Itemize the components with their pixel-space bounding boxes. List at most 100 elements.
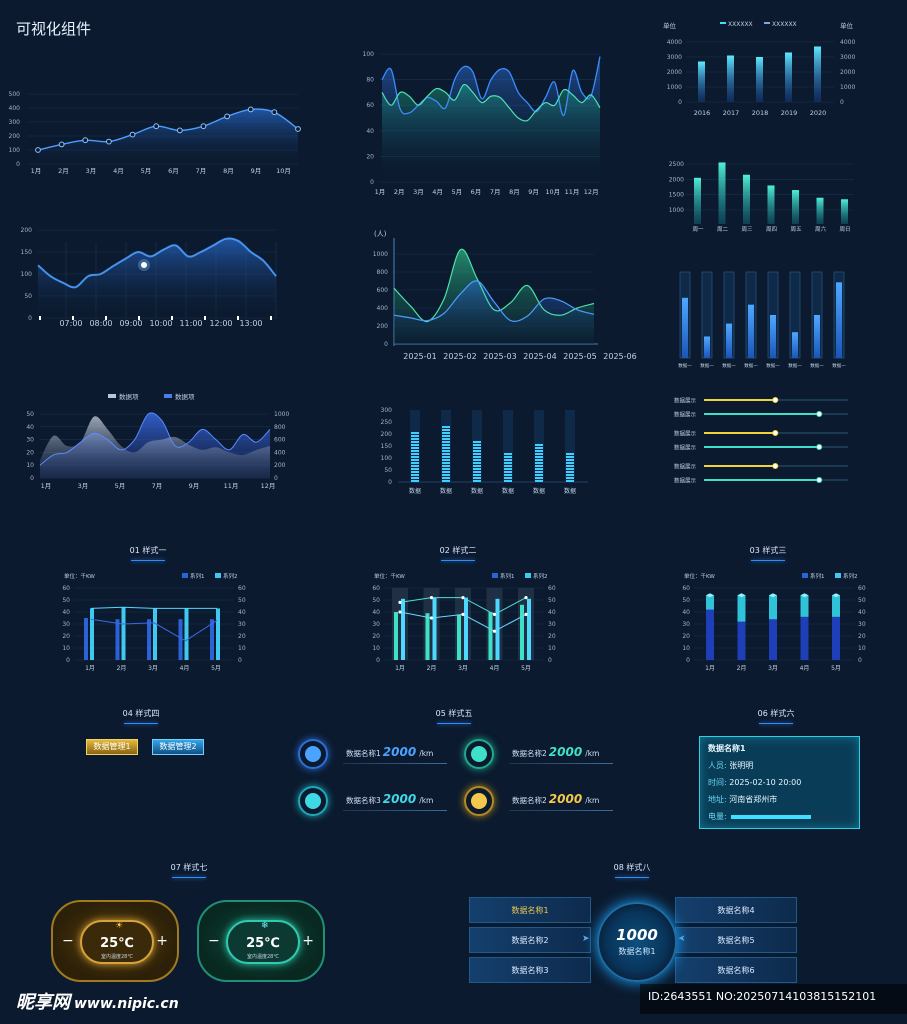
tube-fill (726, 323, 732, 358)
x-tick (39, 316, 41, 320)
tube-fill (770, 315, 776, 358)
bar-segment (473, 441, 481, 443)
chart-line-months: 500 400 300 200 100 0 1月 2月 3月 4月 5月 6月 7月 8月 9月 10月 (9, 91, 301, 175)
bar-series2 (184, 608, 189, 660)
x-tick-label: 周六 (815, 225, 827, 233)
plus-button[interactable]: + (302, 933, 314, 949)
x-tick-label: 4月 (113, 167, 124, 175)
database-icon (464, 739, 494, 769)
bar-segment (442, 441, 450, 443)
data-point (176, 127, 183, 134)
y-tick-label: 30 (548, 621, 556, 628)
x-tick-label: 09:00 (119, 319, 142, 328)
watermark-logo: 昵享网 www.nipic.cn (16, 992, 179, 1013)
bar-series1 (84, 618, 88, 660)
bar-segment (566, 480, 574, 482)
data-point (35, 147, 41, 153)
tube-fill (792, 332, 798, 358)
x-tick-label: 数据 (440, 487, 452, 495)
x-tick-label: 3月 (413, 188, 424, 196)
hub-tab-right-1[interactable]: 数据名称4 (675, 897, 797, 923)
y-tick-label: 30 (26, 437, 34, 444)
hub-tab-right-3[interactable]: 数据名称6 (675, 957, 797, 983)
section-title-6: 06 样式六 (716, 708, 836, 724)
y-tick-label: 1000 (669, 207, 684, 214)
x-tick-label: 4月 (432, 188, 443, 196)
x-tick-label: 周日 (839, 226, 850, 233)
minus-button[interactable]: − (208, 933, 220, 949)
y-tick-label: 800 (377, 269, 389, 276)
y-tick-label: 20 (238, 633, 246, 640)
data-point (524, 596, 528, 600)
bar-segment (504, 456, 512, 458)
bar-segment (535, 450, 543, 452)
y-tick-label: 400 (9, 105, 21, 112)
bar-segment (411, 432, 419, 434)
data-point (58, 141, 65, 148)
bar (841, 199, 848, 224)
data-item-4: 数据名称2 2000/km (509, 792, 613, 811)
legend-label: 系列2 (223, 572, 238, 580)
bar-track (565, 410, 575, 482)
x-tick-label: 5月 (451, 188, 462, 196)
arrow-left-icon: ➤ (678, 934, 686, 944)
bar-series1 (520, 604, 524, 660)
hub-tab-right-2[interactable]: 数据名称5 (675, 927, 797, 953)
bar-segment (473, 447, 481, 449)
y-tick-label: 0 (858, 657, 862, 664)
plus-button[interactable]: + (156, 933, 168, 949)
bar-series1 (178, 619, 183, 660)
x-tick-label: 2025-01 (403, 352, 436, 361)
data-point (153, 123, 160, 130)
bar-segment (566, 453, 574, 455)
popup-title: 数据名称1 (708, 744, 746, 753)
y-tick-label: 600 (274, 437, 286, 444)
x-tick-label: 数据 (471, 487, 483, 495)
x-tick-label: 8月 (223, 167, 234, 175)
hub-tab-left-3[interactable]: 数据名称3 (469, 957, 591, 983)
style2-chart: 单位：千KW 系列1 系列2605040302010060504030201001月… (372, 572, 556, 672)
section-title-4: 04 样式四 (81, 708, 201, 724)
data-point (82, 137, 89, 144)
y-tick-label: 0 (678, 99, 682, 106)
bar (718, 162, 726, 224)
bar-segment (411, 444, 419, 446)
minus-button[interactable]: − (62, 933, 74, 949)
legend-label: 系列2 (843, 572, 858, 580)
y-tick-label: 20 (62, 633, 70, 640)
x-tick-label: 12月 (261, 482, 276, 490)
data-manage-button-2[interactable]: 数据管理2 (152, 739, 204, 755)
y-tick-label: 50 (372, 597, 380, 604)
bar (785, 52, 792, 102)
y-tick-label: 10 (372, 645, 380, 652)
x-tick-label: 3月 (78, 482, 89, 490)
hub-tab-left-1[interactable]: 数据名称1 (469, 897, 591, 923)
slider-label: 数据展示 (674, 477, 697, 485)
y-tick-label: 10 (548, 645, 556, 652)
slider-knob (772, 397, 779, 403)
bar-segment (442, 444, 450, 446)
bar-segment (535, 468, 543, 470)
data-manage-button-1[interactable]: 数据管理1 (86, 739, 138, 755)
bar-segment (473, 459, 481, 461)
y-tick-label: 2000 (669, 176, 684, 183)
x-tick-label: 2018 (752, 109, 769, 117)
y-tick-label: 2000 (840, 69, 855, 76)
y-tick-label: 50 (548, 597, 556, 604)
x-tick-label: 7月 (152, 482, 163, 490)
thermostat-warm: − ☀ 25℃ 室内温度28℃ + (51, 900, 179, 982)
database-icon (464, 786, 494, 816)
hub-tab-left-2[interactable]: 数据名称2 (469, 927, 591, 953)
x-tick-label: 数据一 (810, 362, 824, 369)
y-tick-label: 20 (26, 449, 34, 456)
x-tick (270, 316, 272, 320)
legend-swatch (764, 22, 770, 24)
bar-segment (535, 477, 543, 479)
bar-segment (442, 429, 450, 431)
tube-fill (682, 297, 688, 358)
bar-segment (442, 468, 450, 470)
x-tick-label: 07:00 (59, 319, 82, 328)
bar-segment (411, 462, 419, 464)
x-tick-label: 2月 (117, 665, 127, 672)
slider-label: 数据展示 (674, 430, 697, 438)
